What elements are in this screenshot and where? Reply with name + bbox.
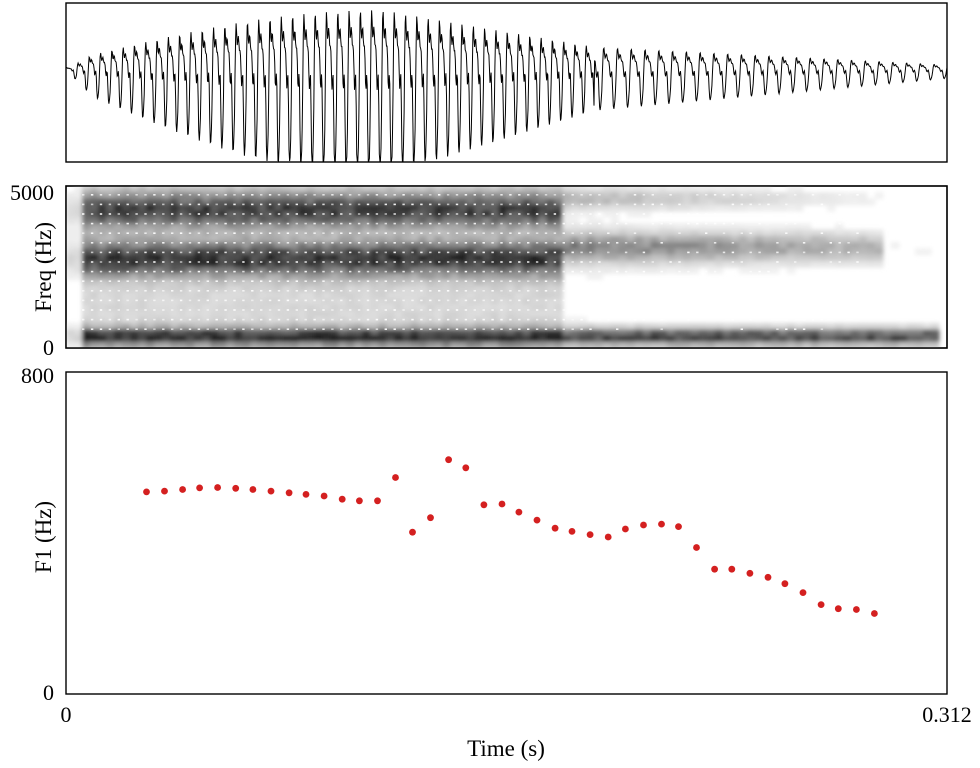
- f1-point: [764, 573, 772, 581]
- f1-point: [445, 456, 452, 464]
- f1-point: [799, 589, 807, 596]
- f1-panel: 800 0 F1 (Hz) 0 0.312 Time (s): [21, 363, 972, 761]
- spectrogram-panel: 5000 0 Freq (Hz): [10, 180, 948, 360]
- waveform-trace: [65, 10, 948, 162]
- f1-point: [392, 474, 399, 481]
- spectrogram-harmonics: [82, 194, 859, 330]
- f1-point: [143, 488, 150, 496]
- f1-point: [374, 497, 381, 505]
- f1-point: [622, 525, 629, 533]
- f1-point: [285, 489, 293, 497]
- f1-ytick-bottom: 0: [43, 680, 54, 705]
- f1-point: [214, 484, 222, 491]
- f1-point: [728, 565, 736, 573]
- f1-point: [302, 491, 310, 498]
- f1-point: [196, 484, 204, 492]
- f1-point: [551, 524, 559, 532]
- f1-point: [515, 508, 523, 516]
- f1-point: [462, 464, 470, 472]
- f1-point: [586, 531, 594, 538]
- f1-point: [249, 486, 257, 493]
- f1-point: [338, 495, 346, 503]
- f1-point: [409, 528, 416, 536]
- f1-point: [427, 514, 434, 522]
- f1-point: [834, 605, 842, 613]
- f1-point: [871, 610, 878, 617]
- f1-frame: [65, 371, 948, 695]
- f1-point: [480, 501, 488, 509]
- f1-point: [817, 601, 825, 608]
- f1-point: [356, 497, 363, 505]
- f1-point: [320, 492, 328, 500]
- f1-point: [693, 544, 700, 551]
- f1-ytick-top: 800: [21, 363, 54, 388]
- f1-point: [232, 484, 240, 492]
- spec-ylabel: Freq (Hz): [31, 222, 56, 312]
- f1-point: [267, 487, 275, 495]
- spectrogram-image: [66, 186, 940, 348]
- f1-ylabel: F1 (Hz): [31, 501, 56, 573]
- xtick-start: 0: [61, 702, 72, 727]
- f1-point: [604, 533, 612, 541]
- f1-point: [161, 487, 168, 495]
- f1-point: [746, 569, 754, 577]
- f1-point: [675, 523, 682, 530]
- xtick-end: 0.312: [922, 702, 972, 727]
- f1-point: [179, 486, 187, 493]
- f1-point: [853, 606, 860, 613]
- f1-point: [658, 520, 665, 528]
- x-axis-label: Time (s): [467, 736, 545, 761]
- f1-point: [711, 565, 718, 573]
- f1-point: [640, 521, 647, 529]
- spec-ytick-bottom: 0: [43, 335, 54, 360]
- f1-point: [568, 528, 576, 535]
- f1-point: [781, 580, 789, 588]
- f1-points: [143, 456, 878, 617]
- f1-point: [533, 516, 541, 524]
- f1-point: [498, 500, 506, 508]
- waveform-panel: [65, 2, 948, 163]
- spec-ytick-top: 5000: [10, 180, 54, 205]
